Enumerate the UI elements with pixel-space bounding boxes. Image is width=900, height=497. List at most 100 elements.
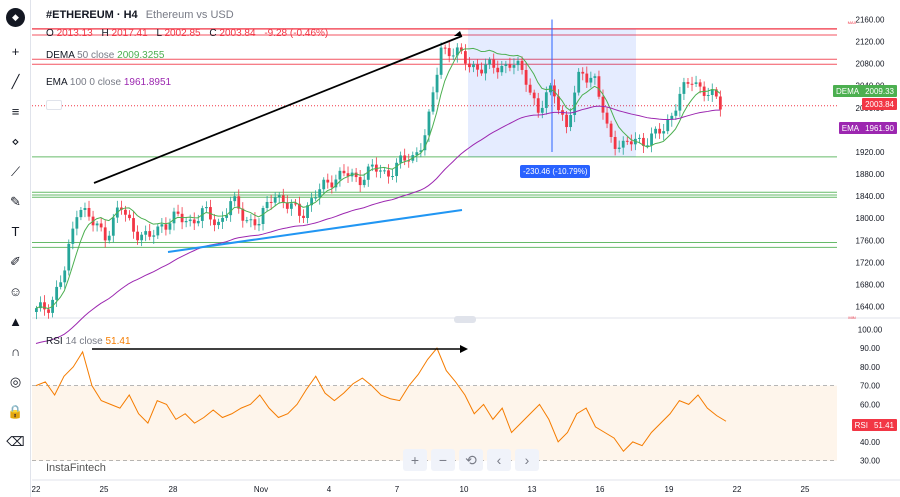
pencil-tool-icon[interactable]: ✐ <box>10 253 21 269</box>
price-range-measure-label[interactable]: -230.46 (-10.79%) <box>520 165 591 178</box>
ruler-tool-icon[interactable]: ▲ <box>9 314 22 329</box>
candle-body <box>35 308 38 312</box>
emoji-tool-icon[interactable]: ☺ <box>8 284 23 299</box>
trendline-up-black[interactable] <box>93 35 463 184</box>
ema-params: 100 0 close <box>69 77 122 88</box>
drawing-toolbar: ◆ + ╱ ≡ ⋄ ⟋ ✎ T ✐ ☺ ▲ ∩ ◎ 🔒 ⌫ <box>0 0 31 497</box>
candle-body <box>253 219 257 226</box>
candle-body <box>119 207 123 210</box>
min-marker: MIN <box>848 315 855 320</box>
time-axis-label: 25 <box>100 485 109 494</box>
candle-body <box>605 112 609 124</box>
candle-body <box>334 179 338 188</box>
ema-tag-name: EMA <box>841 123 860 133</box>
brush-tool-icon[interactable]: ✎ <box>10 193 21 209</box>
chart-canvas[interactable]: 2160.002120.002080.002040.002000.001960.… <box>32 0 900 497</box>
candle-body <box>188 219 192 222</box>
forecast-tool-icon[interactable]: ⟋ <box>10 163 21 179</box>
price-axis-label: 2120.00 <box>856 38 885 47</box>
zoom-in-button[interactable]: + <box>403 449 427 471</box>
candle-body <box>569 114 573 128</box>
ema-line[interactable] <box>35 105 720 344</box>
candle-body <box>544 92 548 108</box>
text-tool-icon[interactable]: T <box>11 224 20 239</box>
legend-ema[interactable]: EMA 100 0 close 1961.8951 <box>46 77 171 88</box>
candle-body <box>245 220 249 222</box>
candle-body <box>124 209 127 215</box>
trendline-support-blue[interactable] <box>167 209 463 253</box>
dema-name: DEMA <box>46 50 75 61</box>
candle-body <box>698 82 702 87</box>
close-value: 2003.84 <box>219 28 256 39</box>
rsi-arrowhead <box>460 345 468 353</box>
candle-body <box>718 96 722 110</box>
candle-body <box>383 170 386 172</box>
dema-params: 50 close <box>77 50 115 61</box>
hide-drawings-icon[interactable]: ◎ <box>9 373 22 389</box>
watermark-logo: InstaFintech <box>46 462 106 474</box>
candle-body <box>565 114 568 128</box>
candle-body <box>55 286 59 300</box>
candle-body <box>225 215 229 218</box>
price-axis-label: 2080.00 <box>856 60 885 69</box>
time-axis-label: 22 <box>733 485 742 494</box>
candle-body <box>39 302 42 309</box>
crosshair-tool-icon[interactable]: + <box>11 44 20 59</box>
candle-body <box>196 220 200 224</box>
logo-icon[interactable]: ◆ <box>6 8 25 27</box>
candle-body <box>488 59 492 65</box>
candle-body <box>504 64 508 67</box>
navigation-controls: + − ⟲ ‹ › <box>403 449 539 471</box>
reset-chart-button[interactable]: ⟲ <box>459 449 483 471</box>
dema-line[interactable] <box>35 47 721 310</box>
candle-body <box>298 203 301 216</box>
close-label: C <box>209 28 217 39</box>
collapse-legend-button[interactable] <box>46 100 62 110</box>
fib-tool-icon[interactable]: ≡ <box>11 104 20 119</box>
rsi-axis-label: 30.00 <box>860 457 881 466</box>
candle-body <box>415 152 419 156</box>
candle-body <box>577 71 581 93</box>
legend-rsi[interactable]: RSI 14 close 51.41 <box>46 336 131 347</box>
scroll-left-button[interactable]: ‹ <box>487 449 511 471</box>
rsi-line[interactable] <box>35 347 727 453</box>
pane-resize-handle[interactable] <box>454 316 476 323</box>
candle-body <box>524 69 528 85</box>
candle-body <box>399 155 403 163</box>
candle-body <box>87 207 91 217</box>
lock-drawings-icon[interactable]: 🔒 <box>7 403 24 419</box>
rsi-price-tag: RSI 51.41 <box>851 419 897 431</box>
candle-body <box>128 214 131 219</box>
remove-drawings-icon[interactable]: ⌫ <box>6 433 25 449</box>
candle-body <box>516 60 520 66</box>
candle-body <box>338 170 342 180</box>
candle-body <box>346 173 350 177</box>
close-price-tag: 2003.84 <box>862 98 897 110</box>
candle-body <box>63 270 67 283</box>
magnet-tool-icon[interactable]: ∩ <box>10 344 21 359</box>
candle-body <box>638 137 641 139</box>
legend-dema[interactable]: DEMA 50 close 2009.3255 <box>46 50 164 61</box>
candle-body <box>237 196 241 209</box>
candle-body <box>354 172 358 178</box>
trendline-tool-icon[interactable]: ╱ <box>11 73 20 89</box>
candle-body <box>184 221 188 223</box>
rsi-tag-value: 51.41 <box>873 420 894 430</box>
candle-body <box>318 189 322 198</box>
candle-body <box>476 64 479 70</box>
change-value: -9.28 (-0.46%) <box>264 28 329 39</box>
time-axis-label: 16 <box>596 485 605 494</box>
candle-body <box>682 82 686 94</box>
ema-value: 1961.8951 <box>123 77 172 88</box>
chart-area[interactable]: 2160.002120.002080.002040.002000.001960.… <box>32 0 900 497</box>
candle-body <box>132 218 135 232</box>
candle-body <box>654 128 657 134</box>
candle-body <box>472 64 475 68</box>
candle-body <box>621 140 625 148</box>
symbol-name[interactable]: #ETHEREUM · H4 <box>46 9 138 21</box>
zoom-out-button[interactable]: − <box>431 449 455 471</box>
scroll-right-button[interactable]: › <box>515 449 539 471</box>
high-value: 2017.41 <box>111 28 148 39</box>
pattern-tool-icon[interactable]: ⋄ <box>11 133 20 149</box>
candle-body <box>326 179 330 183</box>
